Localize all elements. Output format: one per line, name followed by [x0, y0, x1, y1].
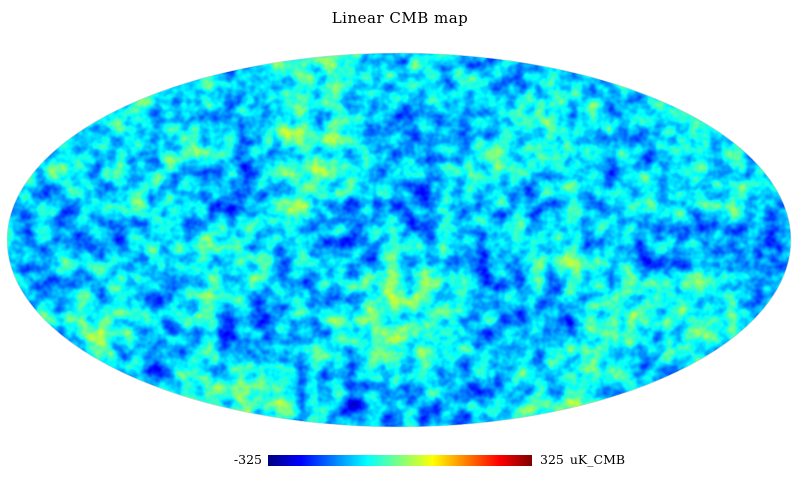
map-field	[7, 53, 791, 427]
colorbar-unit-label: uK_CMB	[569, 452, 626, 467]
colorbar-max-label: 325	[540, 452, 564, 467]
colorbar-gradient	[268, 455, 532, 466]
map-title: Linear CMB map	[331, 9, 469, 27]
colorbar-min-label: -325	[233, 452, 262, 467]
colorbar-max-group: 325 uK_CMB	[540, 452, 625, 468]
colorbar: -325 325 uK_CMB	[0, 452, 800, 468]
map-boundary	[6, 52, 792, 428]
